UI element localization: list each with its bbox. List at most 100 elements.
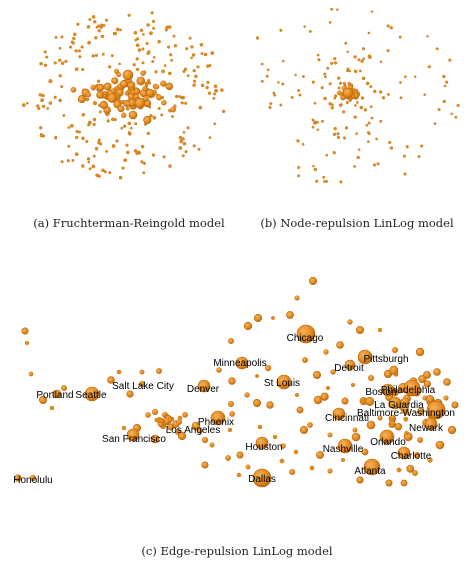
graph-node xyxy=(207,91,212,95)
graph-node xyxy=(315,179,319,183)
graph-node xyxy=(325,153,329,157)
node-charlotte xyxy=(397,446,411,460)
graph-node xyxy=(61,385,67,391)
label-la-guardia: La Guardia xyxy=(374,400,424,411)
graph-node xyxy=(309,465,315,471)
graph-node xyxy=(194,74,198,79)
graph-node xyxy=(43,63,48,67)
graph-node xyxy=(146,23,150,27)
graph-node xyxy=(403,402,408,407)
graph-hub-node xyxy=(107,93,117,103)
graph-node xyxy=(369,105,373,109)
graph-node xyxy=(98,110,102,114)
label-orlando: Orlando xyxy=(370,437,406,448)
graph-node xyxy=(201,436,209,444)
graph-node xyxy=(311,118,315,122)
graph-node xyxy=(336,132,340,136)
graph-node xyxy=(298,93,302,97)
graph-node xyxy=(340,103,343,106)
label-seattle: Seattle xyxy=(75,390,107,401)
graph-node xyxy=(279,28,283,32)
node-phoenix xyxy=(210,410,226,426)
graph-node xyxy=(93,20,97,24)
graph-node xyxy=(361,448,369,456)
graph-node xyxy=(137,48,142,52)
graph-node xyxy=(342,136,347,140)
graph-node xyxy=(442,99,446,104)
graph-node xyxy=(290,95,294,99)
graph-node xyxy=(213,92,217,96)
graph-node xyxy=(196,65,200,69)
graph-node xyxy=(356,476,364,484)
graph-node xyxy=(413,75,417,78)
graph-node xyxy=(121,166,125,170)
graph-node xyxy=(357,148,361,151)
graph-node xyxy=(182,141,187,146)
graph-node xyxy=(323,349,329,355)
graph-node xyxy=(80,45,84,49)
graph-node xyxy=(154,84,160,90)
graph-node xyxy=(85,139,89,143)
graph-node xyxy=(94,53,98,57)
graph-node xyxy=(71,158,75,162)
graph-node xyxy=(120,79,129,88)
graph-node xyxy=(154,70,158,74)
graph-node xyxy=(294,392,300,398)
label-atlanta: Atlanta xyxy=(354,466,386,477)
graph-node xyxy=(188,36,192,40)
graph-node xyxy=(182,69,186,73)
graph-node xyxy=(420,144,424,148)
graph-node xyxy=(74,152,79,157)
graph-node xyxy=(78,130,81,134)
graph-node xyxy=(168,164,172,168)
graph-node xyxy=(359,69,362,73)
graph-node xyxy=(48,101,53,105)
graph-node xyxy=(313,167,318,172)
graph-node xyxy=(147,78,151,83)
graph-node xyxy=(312,370,321,379)
label-portland: Portland xyxy=(36,390,73,401)
graph-node xyxy=(302,357,308,363)
graph-node xyxy=(132,63,136,67)
graph-node xyxy=(191,53,196,57)
graph-node xyxy=(243,321,253,331)
graph-node xyxy=(208,136,212,139)
graph-node xyxy=(227,337,235,345)
graph-node xyxy=(113,68,120,74)
graph-node xyxy=(388,423,394,428)
graph-node xyxy=(296,139,300,143)
graph-node xyxy=(126,150,130,155)
label-minneapolis: Minneapolis xyxy=(213,358,266,369)
graph-node xyxy=(38,395,47,404)
graph-node xyxy=(75,135,79,140)
graph-node xyxy=(316,451,324,459)
graph-node xyxy=(294,73,297,77)
graph-node xyxy=(216,367,222,373)
graph-node xyxy=(377,415,383,421)
graph-node xyxy=(58,46,62,50)
graph-node xyxy=(71,41,75,45)
graph-hub-node xyxy=(145,88,155,98)
graph-node xyxy=(322,180,326,183)
graph-node xyxy=(391,346,399,354)
graph-node xyxy=(58,74,62,78)
graph-node xyxy=(60,61,65,65)
graph-node xyxy=(399,96,403,100)
graph-node xyxy=(394,423,403,431)
graph-node xyxy=(255,374,259,378)
graph-node xyxy=(433,122,437,125)
graph-node xyxy=(149,114,153,118)
graph-node xyxy=(115,27,120,32)
graph-node xyxy=(299,425,308,434)
graph-node xyxy=(171,115,174,118)
graph-node xyxy=(14,474,22,482)
label-pittsburgh: Pittsburgh xyxy=(363,354,408,365)
graph-node xyxy=(120,126,124,130)
graph-node xyxy=(104,18,109,22)
label-chicago: Chicago xyxy=(287,333,324,344)
graph-node xyxy=(201,461,209,469)
graph-node xyxy=(81,136,85,141)
graph-node xyxy=(151,19,156,23)
graph-node xyxy=(443,84,447,88)
graph-node xyxy=(220,88,224,92)
